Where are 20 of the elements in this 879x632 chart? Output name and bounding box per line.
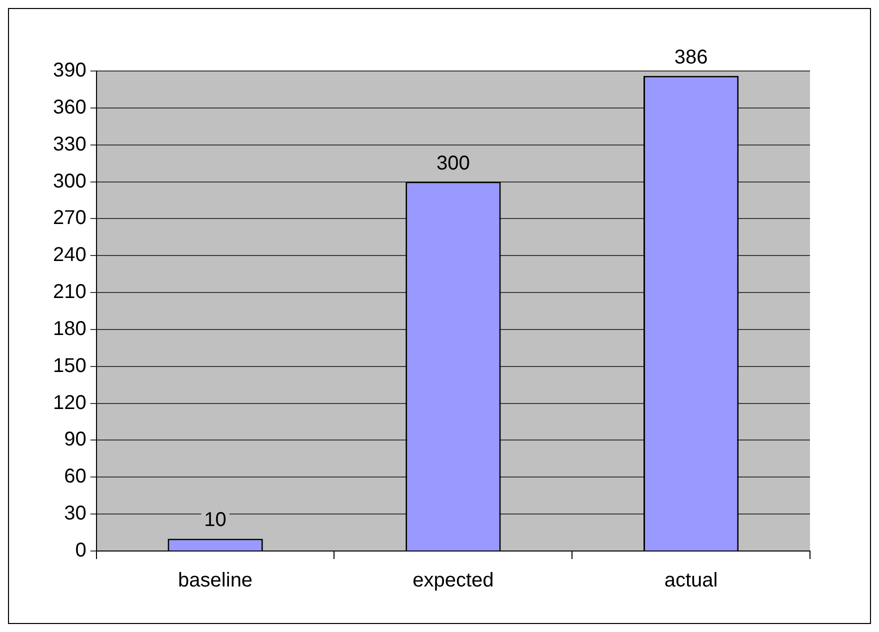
y-tick-label: 270	[52, 207, 86, 230]
data-label: 386	[674, 46, 708, 68]
y-tick-label: 90	[64, 428, 86, 451]
y-tick-label: 360	[52, 96, 86, 118]
y-tick-label: 210	[52, 281, 86, 304]
y-tick-label: 30	[64, 502, 86, 525]
x-tick-label: expected	[412, 570, 494, 592]
y-tick-label: 120	[52, 392, 86, 414]
y-tick-label: 60	[64, 466, 86, 488]
x-tick-label: actual	[664, 570, 718, 592]
x-tick-label: baseline	[178, 570, 253, 592]
y-tick-label: 0	[75, 540, 86, 562]
y-tick-label: 330	[52, 133, 86, 156]
y-tick-label: 240	[52, 244, 86, 266]
data-label: 300	[436, 152, 470, 174]
data-label: 10	[204, 509, 226, 532]
y-tick-label: 180	[52, 318, 86, 340]
y-tick-label: 150	[52, 354, 86, 377]
y-tick-label: 390	[52, 60, 86, 82]
y-tick-label: 300	[52, 170, 86, 192]
